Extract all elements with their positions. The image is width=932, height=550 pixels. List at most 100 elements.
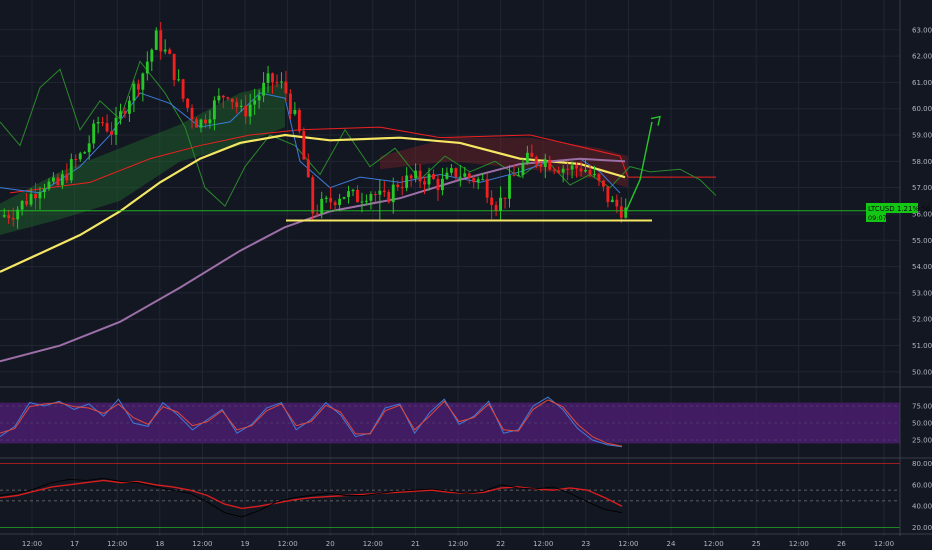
- x-tick-label: 12:00: [874, 540, 894, 548]
- candle-body: [114, 117, 118, 135]
- x-tick-label: 12:00: [618, 540, 638, 548]
- candle-body: [78, 153, 82, 160]
- candle-body: [584, 170, 587, 172]
- cloud-area-red: [380, 137, 628, 188]
- candle-body: [333, 202, 337, 206]
- stoch-line: [0, 399, 623, 447]
- candle-body: [615, 199, 619, 207]
- candle-body: [288, 93, 292, 114]
- candle-body: [441, 178, 444, 191]
- x-tick-label: 21: [411, 540, 420, 548]
- price-tag-label: LTCUSD 1.21% 56.12: [868, 205, 932, 213]
- candle-body: [557, 170, 561, 173]
- y-tick-label: 63.00: [912, 26, 932, 34]
- candle-body: [454, 168, 458, 177]
- candle-body: [186, 98, 189, 108]
- candle-body: [315, 213, 319, 215]
- candle-body: [208, 119, 212, 124]
- candle-body: [56, 177, 60, 185]
- grid: [0, 0, 900, 536]
- candle-body: [432, 174, 435, 179]
- candle-body: [378, 190, 382, 195]
- x-tick-label: 12:00: [789, 540, 809, 548]
- ichimoku-cloud: [0, 82, 628, 236]
- candle-body: [132, 83, 136, 101]
- rsi-line: [0, 479, 623, 510]
- candle-body: [342, 197, 346, 199]
- rsi-tick-label: 60.00: [912, 481, 932, 489]
- candle-body: [239, 105, 243, 107]
- candle-body: [624, 207, 628, 218]
- candle-body: [83, 152, 87, 154]
- rsi-tick-label: 20.00: [912, 524, 932, 532]
- candle-body: [60, 174, 64, 185]
- candle-body: [530, 152, 534, 157]
- candle-body: [212, 100, 216, 120]
- candle-body: [136, 83, 140, 90]
- candle-body: [105, 123, 109, 132]
- candle-body: [34, 193, 37, 199]
- rsi-tick-label: 80.00: [912, 460, 932, 468]
- candle-body: [128, 100, 131, 114]
- candle-body: [221, 95, 225, 98]
- cloud-area-green: [0, 82, 285, 236]
- candle-body: [38, 192, 42, 199]
- y-tick-label: 53.00: [912, 289, 932, 297]
- candle-body: [217, 95, 221, 101]
- candle-body: [490, 197, 494, 206]
- candle-body: [271, 73, 274, 83]
- candle-body: [101, 122, 105, 124]
- candle-body: [606, 186, 610, 203]
- candle-body: [47, 181, 51, 189]
- candle-body: [25, 200, 29, 205]
- candle-body: [396, 184, 400, 188]
- candle-body: [369, 194, 373, 201]
- candle-body: [566, 168, 570, 170]
- candle-body: [588, 170, 592, 175]
- candle-body: [579, 168, 583, 172]
- candle-body: [74, 159, 78, 161]
- cloud-edge-red: [9, 126, 716, 194]
- candle-body: [373, 194, 377, 196]
- candle-body: [512, 175, 516, 177]
- candle-body: [253, 100, 257, 105]
- candle-body: [172, 53, 176, 80]
- x-tick-label: 12:00: [533, 540, 553, 548]
- price-pane: [0, 22, 900, 363]
- candle-body: [552, 169, 556, 171]
- candle-body: [65, 174, 69, 181]
- projection-arrow-line: [625, 121, 653, 212]
- y-tick-label: 62.00: [912, 53, 932, 61]
- candle-body: [409, 175, 413, 179]
- candle-body: [226, 97, 230, 99]
- projection-arrow-head: [650, 115, 661, 126]
- x-tick-label: 20: [326, 540, 335, 548]
- candle-body: [575, 165, 579, 169]
- candle-body: [324, 197, 328, 199]
- candle-body: [508, 175, 511, 199]
- y-tick-label: 58.00: [912, 158, 932, 166]
- candle-body: [485, 179, 489, 198]
- x-tick-label: 19: [241, 540, 250, 548]
- candle-body: [262, 82, 266, 96]
- candle-body: [199, 119, 203, 128]
- x-tick-label: 17: [70, 540, 79, 548]
- candle-body: [320, 198, 324, 214]
- y-tick-label: 55.00: [912, 237, 932, 245]
- candle-body: [548, 159, 552, 170]
- candle-body: [244, 105, 248, 117]
- price-tag: LTCUSD 1.21% 56.12 09:07: [866, 203, 932, 222]
- candle-body: [177, 79, 181, 81]
- candle-body: [476, 179, 480, 183]
- candle-body: [280, 81, 283, 83]
- x-tick-label: 12:00: [704, 540, 724, 548]
- candle-body: [69, 159, 73, 181]
- ma-200-line: [0, 157, 626, 363]
- candle-body: [51, 177, 55, 182]
- candle-body: [525, 152, 529, 164]
- stoch-tick-label: 50.00: [912, 420, 932, 428]
- candle-body: [458, 176, 462, 178]
- candle-body: [517, 174, 520, 176]
- x-tick-label: 12:00: [107, 540, 127, 548]
